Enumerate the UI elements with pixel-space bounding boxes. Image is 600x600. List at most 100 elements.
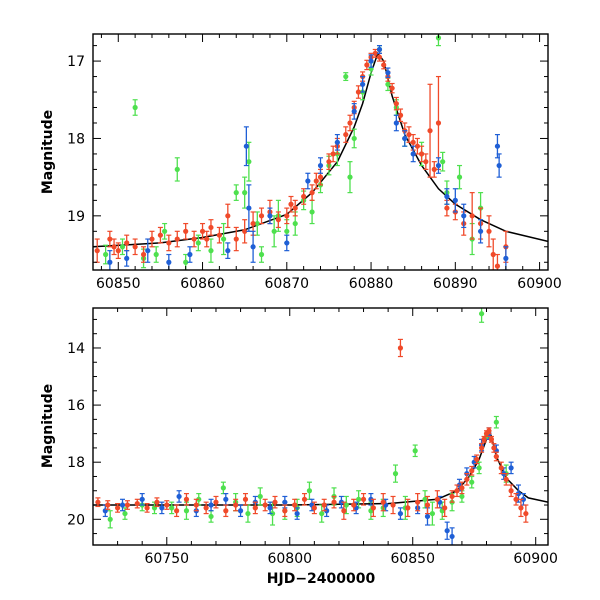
data-point-red xyxy=(284,207,290,225)
data-point-red xyxy=(331,495,337,509)
data-point-red xyxy=(111,238,117,256)
data-point-red xyxy=(381,60,387,70)
data-point-green xyxy=(246,141,252,182)
data-point-blue xyxy=(223,493,229,506)
data-point-blue xyxy=(376,45,383,54)
data-point-green xyxy=(245,504,251,523)
data-point-red xyxy=(459,481,465,495)
data-point-blue xyxy=(452,188,458,213)
data-point-red xyxy=(488,435,495,443)
x-tick-label: 60880 xyxy=(349,276,394,292)
data-point-blue xyxy=(107,250,113,270)
y-tick-label: 20 xyxy=(67,512,85,528)
data-point-blue xyxy=(294,507,300,520)
data-point-red xyxy=(174,504,180,518)
y-tick-label: 14 xyxy=(67,341,85,357)
data-point-red xyxy=(132,238,138,256)
data-point-red xyxy=(347,114,353,132)
plot-area xyxy=(93,308,548,545)
data-point-red xyxy=(486,427,492,435)
data-point-green xyxy=(254,211,260,236)
data-point-green xyxy=(319,504,325,523)
data-point-red xyxy=(444,199,450,217)
data-point-green xyxy=(233,184,239,201)
data-point-red xyxy=(380,493,386,512)
data-point-red xyxy=(486,215,492,248)
data-point-red xyxy=(397,338,404,358)
x-tick-label: 60750 xyxy=(145,551,190,567)
x-tick-label: 60850 xyxy=(96,276,141,292)
data-point-red xyxy=(233,498,239,512)
data-point-blue xyxy=(444,521,450,540)
y-tick-label: 16 xyxy=(67,398,85,414)
data-point-red xyxy=(498,461,504,475)
data-point-blue xyxy=(246,184,252,232)
plot-frame xyxy=(92,307,549,546)
data-point-red xyxy=(233,226,239,252)
data-point-red xyxy=(393,96,399,111)
data-point-red xyxy=(406,126,412,143)
data-point-blue xyxy=(139,493,145,506)
data-point-red xyxy=(252,501,258,515)
data-point-red xyxy=(262,498,268,512)
top-ylabel: Magnitude xyxy=(40,110,56,194)
data-point-green xyxy=(169,501,175,515)
data-point-red xyxy=(370,498,376,518)
data-point-red xyxy=(140,246,147,263)
data-point-red xyxy=(390,495,396,515)
data-point-red xyxy=(301,188,307,205)
data-point-red xyxy=(313,172,319,190)
data-point-red xyxy=(154,497,160,508)
data-point-green xyxy=(132,99,138,116)
data-point-blue xyxy=(496,153,502,178)
x-tick-label: 60800 xyxy=(267,551,312,567)
data-point-red xyxy=(282,504,288,518)
data-point-green xyxy=(162,222,168,240)
data-point-red xyxy=(434,490,440,509)
data-point-red xyxy=(454,484,460,498)
data-point-red xyxy=(309,184,315,201)
data-point-green xyxy=(306,481,313,500)
data-point-red xyxy=(397,108,404,123)
data-point-green xyxy=(107,510,113,529)
data-point-blue xyxy=(449,527,455,545)
data-point-red xyxy=(258,207,265,225)
x-tick-label: 60900 xyxy=(517,276,562,292)
data-point-green xyxy=(347,161,353,194)
data-point-green xyxy=(440,151,446,172)
data-point-red xyxy=(508,484,514,498)
data-point-red xyxy=(360,493,367,506)
data-point-red xyxy=(242,493,249,506)
data-point-blue xyxy=(243,126,249,167)
data-point-red xyxy=(275,211,281,229)
data-point-green xyxy=(208,510,214,523)
data-point-blue xyxy=(124,250,130,267)
y-tick-label: 18 xyxy=(67,131,85,147)
data-point-green xyxy=(220,481,226,495)
data-point-red xyxy=(389,82,395,94)
data-point-blue xyxy=(284,234,290,252)
data-point-red xyxy=(481,435,487,443)
data-point-green xyxy=(258,246,265,263)
data-point-blue xyxy=(360,75,366,93)
data-point-red xyxy=(95,497,101,508)
bottom-xlabel: HJD−2400000 xyxy=(267,571,376,587)
data-point-blue xyxy=(435,157,442,174)
data-point-red xyxy=(518,498,524,518)
data-point-red xyxy=(490,238,496,270)
y-tick-label: 17 xyxy=(67,54,85,70)
data-point-blue xyxy=(317,157,324,174)
data-point-red xyxy=(134,498,140,509)
data-point-red xyxy=(503,473,509,486)
data-point-red xyxy=(424,495,431,515)
data-point-red xyxy=(343,126,349,143)
data-point-blue xyxy=(444,188,450,205)
data-point-red xyxy=(193,498,199,512)
data-point-red xyxy=(474,454,480,465)
data-point-red xyxy=(469,192,475,240)
data-point-red xyxy=(115,242,121,259)
data-point-red xyxy=(311,501,317,515)
data-point-red xyxy=(415,493,421,512)
data-point-red xyxy=(183,493,190,506)
data-point-green xyxy=(309,199,315,225)
